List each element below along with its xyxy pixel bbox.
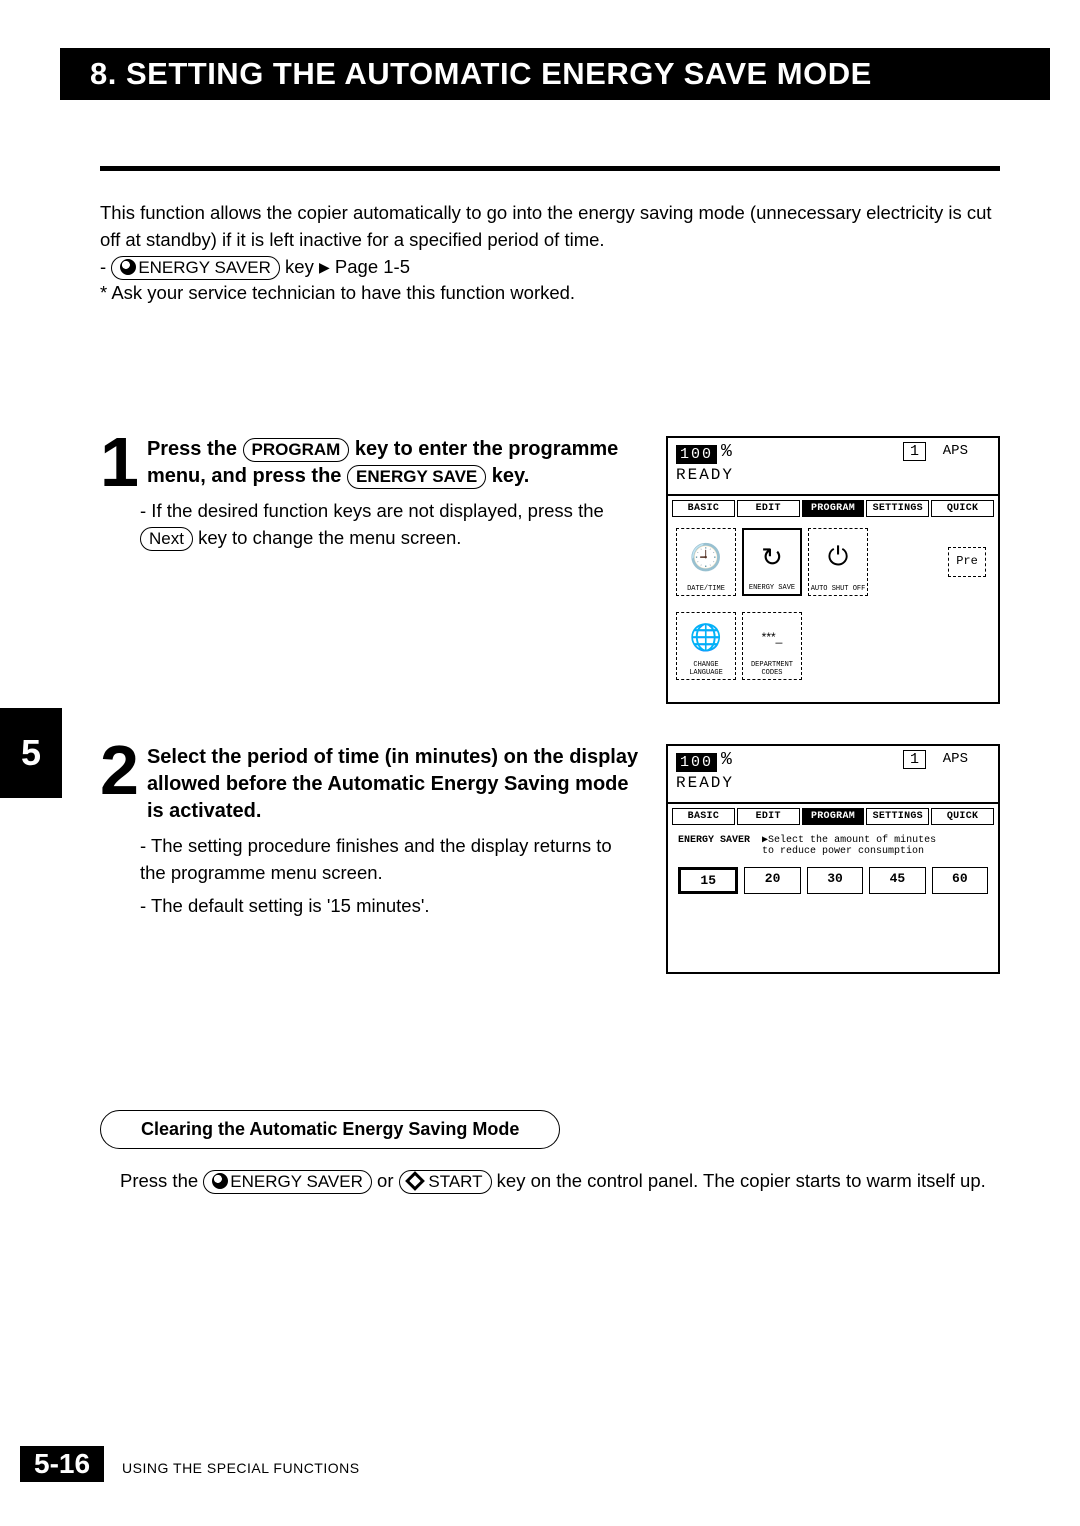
lcd-panel-1: 100% 1 APS READY BASIC EDIT PROGRAM SETT… xyxy=(666,436,1000,704)
lcd2-tab-edit[interactable]: EDIT xyxy=(737,808,800,825)
step-2-number: 2 xyxy=(100,744,139,797)
program-key-pill: PROGRAM xyxy=(243,438,350,462)
step-2: 2 Select the period of time (in minutes)… xyxy=(100,744,640,925)
lcd2-aps: APS xyxy=(943,751,968,767)
lcd1-pre-button[interactable]: Pre xyxy=(948,547,986,577)
lcd1-icon-deptcodes[interactable]: ***_DEPARTMENT CODES xyxy=(742,612,802,680)
lcd1-icons-row1: 🕘DATE/TIME ↻ENERGY SAVE ⏻AUTO SHUT OFF P… xyxy=(668,520,998,604)
lcd2-min-30[interactable]: 30 xyxy=(807,867,863,894)
lcd1-tabs: BASIC EDIT PROGRAM SETTINGS QUICK xyxy=(668,496,998,520)
divider xyxy=(100,166,1000,171)
lcd2-subtext2: to reduce power consumption xyxy=(756,846,924,857)
lcd1-icon-autoshutoff[interactable]: ⏻AUTO SHUT OFF xyxy=(808,528,868,596)
start-key-pill: START xyxy=(399,1170,492,1194)
lcd2-pct: % xyxy=(721,750,732,770)
clearing-heading-pill: Clearing the Automatic Energy Saving Mod… xyxy=(100,1110,560,1149)
lcd1-icon-language[interactable]: 🌐CHANGE LANGUAGE xyxy=(676,612,736,680)
lcd1-num: 1 xyxy=(903,442,926,461)
page-title: 8. SETTING THE AUTOMATIC ENERGY SAVE MOD… xyxy=(90,56,872,92)
page-footer: 5-16 USING THE SPECIAL FUNCTIONS xyxy=(20,1446,360,1482)
lcd1-tab-edit[interactable]: EDIT xyxy=(737,500,800,517)
page-header: 8. SETTING THE AUTOMATIC ENERGY SAVE MOD… xyxy=(60,48,1050,100)
page-number: 5-16 xyxy=(20,1446,104,1482)
moon-icon xyxy=(120,259,136,275)
intro-key-suffix: key xyxy=(285,256,314,277)
lcd-panel-2: 100% 1 APS READY BASIC EDIT PROGRAM SETT… xyxy=(666,744,1000,974)
triangle-icon: ▶ xyxy=(319,259,330,275)
intro-page-ref: Page 1-5 xyxy=(335,256,410,277)
energy-saver-key-pill: ENERGY SAVER xyxy=(111,256,280,280)
lcd1-aps: APS xyxy=(943,443,968,459)
intro-note: * Ask your service technician to have th… xyxy=(100,280,1000,307)
lcd1-tab-settings[interactable]: SETTINGS xyxy=(866,500,929,517)
lcd1-tab-basic[interactable]: BASIC xyxy=(672,500,735,517)
chapter-tab: 5 xyxy=(0,708,62,798)
lcd2-subtext1: ▶Select the amount of minutes xyxy=(762,835,936,846)
intro-p1: This function allows the copier automati… xyxy=(100,200,1000,254)
lcd2-tab-settings[interactable]: SETTINGS xyxy=(866,808,929,825)
lcd1-pct: % xyxy=(721,442,732,462)
lcd2-minutes-row: 15 20 30 45 60 xyxy=(668,859,998,902)
globe-icon: 🌐 xyxy=(690,613,722,661)
lcd1-icon-energysave[interactable]: ↻ENERGY SAVE xyxy=(742,528,802,596)
lcd2-min-15[interactable]: 15 xyxy=(678,867,738,894)
section-name: USING THE SPECIAL FUNCTIONS xyxy=(122,1460,360,1476)
recycle-icon: ↻ xyxy=(761,530,783,584)
lcd1-tab-program[interactable]: PROGRAM xyxy=(802,500,865,517)
energy-save-key-pill: ENERGY SAVE xyxy=(347,465,486,489)
lcd1-ready: READY xyxy=(676,466,990,484)
lcd2-tab-basic[interactable]: BASIC xyxy=(672,808,735,825)
lcd1-zoom: 100 xyxy=(676,445,717,464)
intro-box: This function allows the copier automati… xyxy=(100,200,1000,307)
step-2-heading: Select the period of time (in minutes) o… xyxy=(147,744,640,825)
power-icon: ⏻ xyxy=(828,529,849,585)
clearing-text: Press the ENERGY SAVER or START key on t… xyxy=(120,1170,1000,1194)
next-key-pill: Next xyxy=(140,527,193,551)
lcd2-tab-quick[interactable]: QUICK xyxy=(931,808,994,825)
moon-icon xyxy=(212,1173,228,1189)
energy-saver-key-pill-2: ENERGY SAVER xyxy=(203,1170,372,1194)
lcd2-min-20[interactable]: 20 xyxy=(744,867,800,894)
diamond-icon xyxy=(405,1171,425,1191)
step-1-bullets: - If the desired function keys are not d… xyxy=(140,498,640,552)
lcd1-icons-row2: 🌐CHANGE LANGUAGE ***_DEPARTMENT CODES xyxy=(668,604,998,688)
lcd1-icon-datetime[interactable]: 🕘DATE/TIME xyxy=(676,528,736,596)
lcd2-min-45[interactable]: 45 xyxy=(869,867,925,894)
lcd2-sublabel: ENERGY SAVER xyxy=(678,835,750,846)
lcd2-tabs: BASIC EDIT PROGRAM SETTINGS QUICK xyxy=(668,804,998,828)
lcd2-ready: READY xyxy=(676,774,990,792)
code-icon: ***_ xyxy=(762,613,783,661)
step-2-bullet1: - The setting procedure finishes and the… xyxy=(140,833,640,887)
lcd1-tab-quick[interactable]: QUICK xyxy=(931,500,994,517)
clearing-heading: Clearing the Automatic Energy Saving Mod… xyxy=(141,1119,519,1139)
lcd2-tab-program[interactable]: PROGRAM xyxy=(802,808,865,825)
lcd2-subhead: ENERGY SAVER ▶Select the amount of minut… xyxy=(668,828,998,859)
lcd2-top: 100% 1 APS READY xyxy=(668,746,998,804)
step-2-bullets: - The setting procedure finishes and the… xyxy=(140,833,640,919)
step-1-heading: Press the PROGRAM key to enter the progr… xyxy=(147,436,640,490)
clock-icon: 🕘 xyxy=(690,529,722,585)
lcd2-zoom: 100 xyxy=(676,753,717,772)
step-2-bullet2: - The default setting is '15 minutes'. xyxy=(140,893,640,920)
energy-saver-key-label: ENERGY SAVER xyxy=(138,258,271,277)
step-1: 1 Press the PROGRAM key to enter the pro… xyxy=(100,436,640,558)
lcd1-top: 100% 1 APS READY xyxy=(668,438,998,496)
lcd2-num: 1 xyxy=(903,750,926,769)
intro-keyline: - ENERGY SAVER key ▶ Page 1-5 xyxy=(100,254,1000,281)
step-1-number: 1 xyxy=(100,436,139,489)
chapter-tab-number: 5 xyxy=(21,732,41,774)
lcd2-min-60[interactable]: 60 xyxy=(932,867,988,894)
